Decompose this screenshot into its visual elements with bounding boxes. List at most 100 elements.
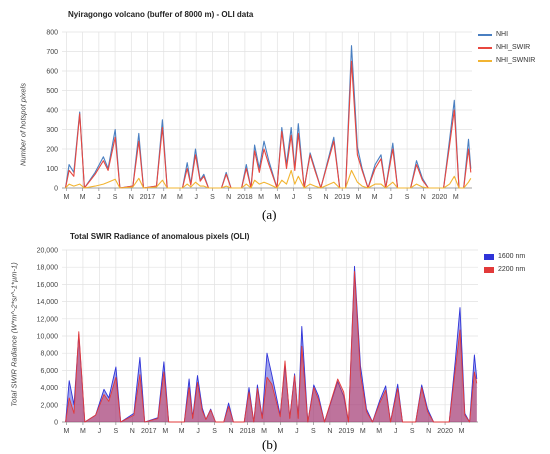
x-tick-label: N	[327, 428, 332, 435]
y-tick-label: 400	[46, 108, 58, 115]
x-tick-label: S	[114, 428, 119, 435]
x-tick-label: M	[274, 194, 280, 200]
x-tick-label: 2017	[140, 194, 156, 200]
y-tick-label: 600	[46, 69, 58, 76]
x-tick-label: M	[179, 428, 185, 435]
legend-label: NHI	[496, 31, 509, 38]
x-tick-label: N	[129, 194, 134, 200]
x-tick-label: M	[360, 428, 366, 435]
x-tick-label: M	[64, 428, 70, 435]
x-tick-label: J	[292, 194, 296, 200]
y-tick-label: 10,000	[37, 334, 59, 341]
x-tick-label: S	[410, 428, 415, 435]
x-tick-label: N	[421, 194, 426, 200]
x-tick-label: M	[162, 428, 168, 435]
legend-item[interactable]: NHI_SWNIR	[478, 54, 535, 67]
y-tick-label: 16,000	[37, 282, 59, 289]
legend-label: 2200 nm	[498, 266, 526, 273]
y-tick-label: 300	[46, 127, 58, 134]
x-tick-label: N	[426, 428, 431, 435]
legend-swatch	[484, 253, 494, 260]
x-tick-label: N	[323, 194, 328, 200]
x-tick-label: S	[307, 194, 312, 200]
x-tick-label: J	[295, 428, 299, 435]
x-tick-label: J	[196, 428, 200, 435]
chart-panel-a: Nyiragongo volcano (buffer of 8000 m) - …	[0, 0, 550, 200]
legend-swatch	[484, 266, 494, 273]
x-tick-label: M	[376, 428, 382, 435]
legend-item[interactable]: NHI	[478, 28, 535, 41]
y-tick-label: 700	[46, 49, 58, 56]
x-tick-label: M	[80, 428, 86, 435]
x-tick-label: M	[453, 194, 459, 200]
x-tick-label: 2017	[141, 428, 157, 435]
x-tick-label: M	[161, 194, 167, 200]
x-tick-label: M	[258, 194, 264, 200]
chart-title: Total SWIR Radiance of anomalous pixels …	[70, 232, 250, 241]
legend-item[interactable]: 2200 nm	[484, 263, 525, 276]
x-tick-label: M	[372, 194, 378, 200]
x-tick-label: S	[311, 428, 316, 435]
x-tick-label: J	[389, 194, 393, 200]
y-tick-label: 14,000	[37, 299, 59, 306]
y-tick-label: 800	[46, 30, 58, 37]
x-tick-label: M	[63, 194, 69, 200]
y-tick-label: 8,000	[40, 351, 58, 358]
x-tick-label: N	[226, 194, 231, 200]
chart-legend: NHI NHI_SWIR NHI_SWNIR	[478, 28, 535, 67]
series-line	[64, 60, 472, 189]
x-tick-label: 2020	[437, 428, 453, 435]
x-tick-label: M	[261, 428, 267, 435]
legend-label: NHI_SWNIR	[496, 57, 536, 64]
y-tick-label: 4,000	[40, 385, 58, 392]
x-tick-label: M	[80, 194, 86, 200]
y-tick-label: 12,000	[37, 316, 59, 323]
x-tick-label: J	[194, 194, 198, 200]
x-tick-label: N	[229, 428, 234, 435]
x-tick-label: M	[459, 428, 465, 435]
chart-plot-area: 0 2,000 4,000 6,000 8,000 10,000 12,000 14,000 1…	[37, 248, 478, 435]
series-area	[65, 271, 477, 422]
chart-panel-b: Total SWIR Radiance of anomalous pixels …	[0, 226, 550, 438]
legend-swatch	[478, 46, 492, 49]
legend-swatch	[478, 59, 492, 62]
panel-caption-a: (a)	[262, 207, 277, 222]
x-tick-label: 2020	[432, 194, 448, 200]
y-tick-label: 20,000	[37, 248, 59, 255]
legend-item[interactable]: NHI_SWIR	[478, 41, 535, 54]
legend-label: NHI_SWIR	[496, 44, 531, 51]
chart-legend: 1600 nm 2200 nm	[484, 250, 525, 276]
series-line	[65, 169, 472, 189]
x-tick-label: J	[98, 428, 102, 435]
series-area	[65, 266, 477, 422]
x-tick-label: S	[405, 194, 410, 200]
x-tick-label: J	[394, 428, 398, 435]
legend-item[interactable]: 1600 nm	[484, 250, 525, 263]
x-tick-label: 2018	[237, 194, 253, 200]
series-line	[64, 45, 472, 189]
x-tick-label: S	[212, 428, 217, 435]
chart-title: Nyiragongo volcano (buffer of 8000 m) - …	[68, 10, 254, 19]
y-tick-label: 0	[54, 186, 58, 193]
x-tick-label: M	[356, 194, 362, 200]
x-tick-label: N	[130, 428, 135, 435]
y-tick-label: 100	[46, 166, 58, 173]
x-tick-label: M	[177, 194, 183, 200]
x-tick-label: M	[278, 428, 284, 435]
y-tick-label: 2,000	[40, 402, 58, 409]
y-tick-label: 500	[46, 88, 58, 95]
y-tick-label: 0	[54, 420, 58, 427]
x-tick-label: S	[113, 194, 118, 200]
legend-label: 1600 nm	[498, 253, 526, 260]
y-tick-label: 200	[46, 147, 58, 154]
series-line	[65, 271, 478, 423]
y-tick-label: 6,000	[40, 368, 58, 375]
legend-swatch	[478, 33, 492, 36]
panel-caption-b: (b)	[262, 437, 278, 452]
x-tick-label: S	[210, 194, 215, 200]
x-tick-label: 2018	[240, 428, 256, 435]
y-tick-label: 18,000	[37, 265, 59, 272]
x-tick-label: 2019	[334, 194, 350, 200]
x-tick-label: J	[97, 194, 101, 200]
